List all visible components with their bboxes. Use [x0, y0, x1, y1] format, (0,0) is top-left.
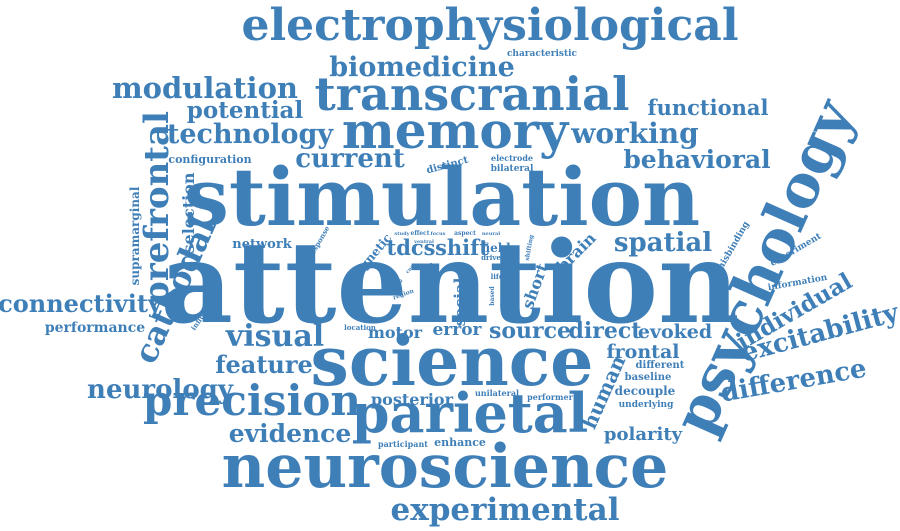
word-based: based — [489, 285, 496, 305]
word-characteristic: characteristic — [507, 49, 578, 59]
word-performance: performance — [45, 320, 145, 336]
word-shifting: shifting — [524, 233, 536, 261]
word-posterior: posterior — [371, 390, 454, 409]
word-tdcs: tdcs — [387, 235, 436, 260]
word-bilateral: bilateral — [491, 164, 534, 174]
word-evidence: evidence — [229, 419, 352, 448]
word-current: current — [295, 144, 405, 174]
word-working: working — [570, 117, 699, 150]
word-baseline: baseline — [625, 372, 672, 383]
word-life: life — [491, 272, 504, 281]
word-study: study — [394, 231, 410, 237]
word-focus: focus — [431, 231, 446, 237]
word-error: error — [432, 320, 482, 340]
word-shift: shift — [435, 235, 489, 260]
word-frontal: frontal — [607, 341, 680, 363]
word-transcranial: transcranial — [315, 67, 630, 121]
word-drive: drive — [481, 253, 501, 262]
word-evoked: evoked — [638, 321, 712, 343]
word-behavioral: behavioral — [623, 145, 770, 174]
word-selection: selection — [179, 172, 198, 253]
word-participant: participant — [378, 439, 428, 449]
word-feature: feature — [215, 350, 313, 379]
word-field: field — [481, 241, 511, 255]
word-source: source — [489, 318, 571, 344]
word-electrophysiological: electrophysiological — [241, 0, 738, 51]
word-memory: memory — [342, 101, 570, 160]
word-motor: motor — [368, 323, 423, 342]
word-connectivity: connectivity — [0, 289, 163, 318]
word-effect: effect — [411, 230, 430, 237]
word-location: location — [344, 323, 376, 332]
word-technology: technology — [167, 119, 335, 150]
word-scene: scene — [383, 278, 402, 285]
word-ventral: ventral — [413, 239, 434, 245]
word-decouple: decouple — [615, 384, 676, 398]
word-precision: precision — [143, 376, 361, 425]
word-biomedicine: biomedicine — [329, 52, 515, 83]
word-stimulation: stimulation — [184, 150, 700, 244]
word-prefrontal: prefrontal — [137, 111, 177, 305]
word-configuration: configuration — [168, 153, 251, 166]
word-social: social — [451, 277, 469, 326]
word-direct: direct — [569, 318, 643, 344]
word-underlying: underlying — [619, 400, 674, 410]
word-cue: cue — [405, 264, 416, 275]
word-neurology: neurology — [87, 375, 234, 405]
word-supramarginal: supramarginal — [128, 186, 142, 285]
word-modulation: modulation — [112, 71, 298, 105]
word-performer: performer — [527, 392, 573, 402]
word-aspect: aspect — [454, 230, 476, 237]
word-neural: neural — [482, 231, 500, 237]
word-visual: visual — [225, 319, 324, 354]
word-parietal: parietal — [352, 381, 589, 445]
word-electrode: electrode — [491, 153, 533, 163]
word-potential: potential — [187, 97, 304, 124]
word-enhance: enhance — [434, 436, 486, 449]
word-term: term — [426, 282, 441, 317]
word-polarity: polarity — [604, 424, 683, 445]
word-attention: attention — [160, 218, 739, 349]
word-neuroscience: neuroscience — [222, 432, 669, 502]
word-different: different — [636, 360, 685, 371]
word-unilateral: unilateral — [475, 388, 519, 398]
word-experimental: experimental — [391, 492, 620, 528]
word-network: network — [232, 237, 292, 252]
word-spatial: spatial — [614, 228, 712, 258]
word-functional: functional — [648, 95, 769, 120]
word-science: science — [311, 322, 594, 402]
